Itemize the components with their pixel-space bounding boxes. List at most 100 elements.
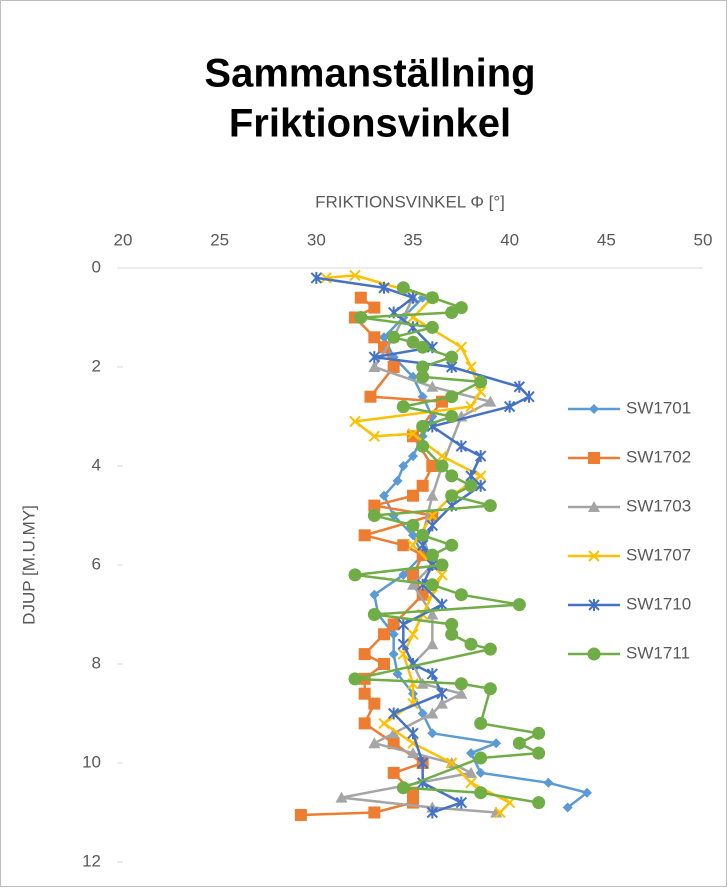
x-tick-label: 45 [597,230,616,249]
marker [354,291,367,304]
marker [465,777,477,789]
marker [396,400,410,414]
marker [416,439,430,453]
marker [483,499,497,513]
marker [483,682,497,696]
marker [436,687,448,700]
marker [387,727,400,739]
x-tick-label: 50 [694,230,713,249]
marker [455,341,468,353]
marker [445,390,459,404]
marker [398,569,409,580]
marker [532,726,546,740]
marker [387,330,401,344]
marker [358,717,371,730]
marker [427,728,438,739]
marker [354,311,368,324]
marker [445,350,459,364]
marker [368,301,381,314]
marker [512,736,526,750]
marker [408,451,418,462]
marker [407,568,419,581]
marker [436,450,448,462]
marker [425,320,439,334]
marker [445,469,459,483]
marker [532,796,546,810]
legend-marker [588,501,600,512]
marker [503,400,516,413]
x-tick-label: 30 [307,230,326,249]
marker [398,461,409,471]
y-tick-label: 2 [92,356,101,375]
marker [358,529,371,542]
marker [445,538,459,552]
marker [378,658,390,670]
marker [454,677,468,691]
series-line [341,297,497,814]
marker [397,539,410,552]
marker [426,460,439,472]
marker [474,450,487,463]
legend-marker [588,599,600,611]
marker [310,271,323,284]
marker [426,707,439,719]
marker [445,410,459,423]
marker [368,361,381,372]
x-tick-label: 20 [114,230,133,249]
marker [396,781,410,795]
marker [358,648,371,661]
marker [349,269,361,282]
marker [494,806,506,819]
marker [436,569,448,581]
marker [445,306,459,320]
marker [474,716,488,730]
marker [408,530,418,541]
marker [379,490,389,501]
marker [474,786,488,800]
marker [445,757,458,769]
x-tick-label: 25 [210,230,229,249]
chart-title: Sammanställning [204,52,535,96]
marker [466,748,476,759]
marker [369,589,380,600]
marker [416,677,429,689]
y-tick-label: 0 [92,257,101,276]
marker [407,489,419,502]
marker [465,361,477,373]
marker [397,618,410,631]
marker [294,808,307,821]
marker [416,479,429,492]
marker [367,509,381,522]
marker [416,757,429,769]
y-tick-label: 12 [82,851,101,870]
chart-title: Friktionsvinkel [229,102,511,146]
marker [543,777,554,788]
marker [455,440,468,453]
marker [407,428,419,440]
x-tick-label: 40 [500,230,519,249]
marker [396,281,410,295]
marker [435,558,449,572]
marker [426,608,439,620]
marker [436,697,448,709]
marker [513,380,526,393]
marker [416,419,430,433]
marker [491,738,502,749]
y-tick-label: 6 [92,554,101,573]
series [348,281,546,810]
marker [407,747,419,759]
marker [426,667,439,680]
marker [397,638,410,651]
marker [426,638,439,650]
marker [368,351,381,364]
marker [387,618,400,631]
legend-marker [588,550,600,562]
marker [532,746,546,760]
marker [406,335,420,349]
marker [464,637,478,651]
legend-label: SW1701 [626,398,691,417]
marker [416,340,430,354]
y-tick-label: 4 [92,455,101,474]
marker [474,751,488,765]
marker [368,697,381,710]
